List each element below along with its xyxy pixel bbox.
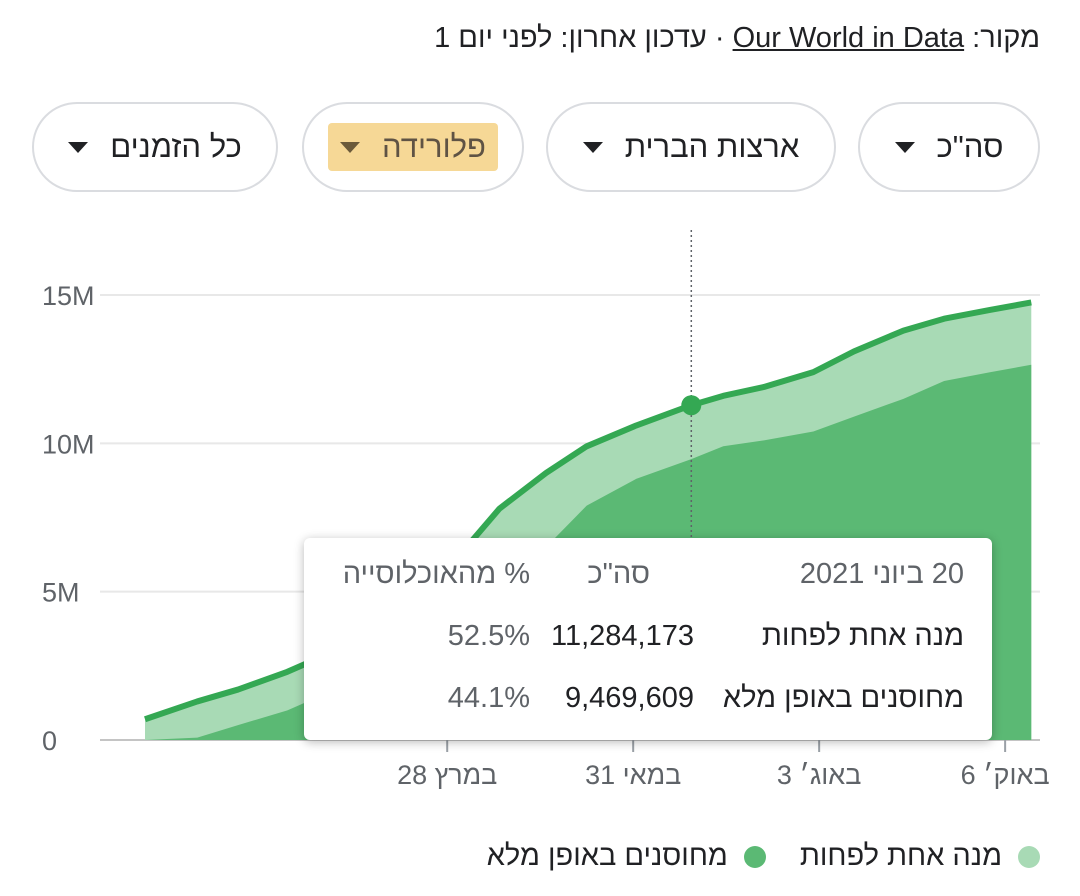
source-link[interactable]: Our World in Data	[732, 22, 965, 54]
chart-legend: מנה אחת לפחות מחוסנים באופן מלא	[487, 840, 1040, 873]
highlight-mark: פלורידה	[328, 123, 498, 171]
legend-item[interactable]: מחוסנים באופן מלא	[487, 840, 766, 873]
filter-chip-timerange[interactable]: כל הזמנים	[32, 102, 278, 192]
series-line-at-least-one-dose	[144, 299, 1032, 723]
legend-dot-icon	[743, 845, 766, 868]
tooltip-col-pct: % מהאוכלוסייה	[342, 558, 530, 590]
tooltip-row-pct: 44.1%	[447, 682, 530, 714]
source-prefix: מקור:	[972, 22, 1040, 54]
tooltip-row-value: 11,284,173	[551, 620, 694, 652]
legend-label: מחוסנים באופן מלא	[486, 840, 728, 872]
tooltip-row-pct: 52.5%	[447, 620, 530, 652]
filter-chip-state[interactable]: פלורידה	[302, 102, 524, 192]
filter-chip-total[interactable]: סה"כ	[858, 102, 1040, 192]
filter-chip-label: ארצות הברית	[624, 129, 800, 164]
caret-down-icon	[340, 141, 361, 153]
y-tick-label: 15M	[42, 281, 95, 311]
caret-down-icon	[582, 141, 603, 153]
hover-point	[681, 395, 702, 416]
y-tick-label: 5M	[42, 578, 80, 608]
filter-chip-label: פלורידה	[382, 129, 486, 164]
tooltip-row: מחוסנים באופן מלא 9,469,609 44.1%	[304, 682, 992, 722]
tooltip-row-value: 9,469,609	[564, 682, 694, 714]
tooltip-row-label: מנה אחת לפחות	[761, 620, 964, 652]
caret-down-icon	[68, 141, 89, 153]
x-tick-label: 6 באוק׳	[961, 760, 1050, 790]
legend-dot-icon	[1018, 845, 1040, 868]
filter-chip-label: סה"כ	[936, 129, 1004, 164]
caret-down-icon	[894, 141, 915, 153]
tooltip-row: מנה אחת לפחות 11,284,173 52.5%	[304, 620, 992, 660]
filter-chip-label: כל הזמנים	[110, 129, 242, 164]
filter-chip-country[interactable]: ארצות הברית	[546, 102, 836, 192]
x-tick-label: 28 במרץ	[397, 760, 497, 790]
tooltip-col-total: סה"כ	[587, 558, 650, 590]
legend-label: מנה אחת לפחות	[799, 840, 1002, 872]
x-tick-label: 3 באוג׳	[777, 760, 861, 790]
x-tick-label: 31 במאי	[585, 760, 681, 790]
source-suffix: · עדכון אחרון: לפני יום 1	[434, 22, 725, 54]
tooltip-header: 20 ביוני 2021 סה"כ % מהאוכלוסייה	[304, 558, 992, 598]
source-line: מקור: Our World in Data · עדכון אחרון: ל…	[434, 22, 1040, 55]
tooltip-row-label: מחוסנים באופן מלא	[722, 682, 964, 714]
y-tick-label: 10M	[42, 429, 95, 459]
legend-item[interactable]: מנה אחת לפחות	[800, 840, 1040, 873]
y-tick-label: 0	[42, 726, 57, 756]
chart-tooltip: 20 ביוני 2021 סה"כ % מהאוכלוסייה מנה אחת…	[304, 538, 992, 740]
tooltip-date: 20 ביוני 2021	[799, 558, 964, 590]
